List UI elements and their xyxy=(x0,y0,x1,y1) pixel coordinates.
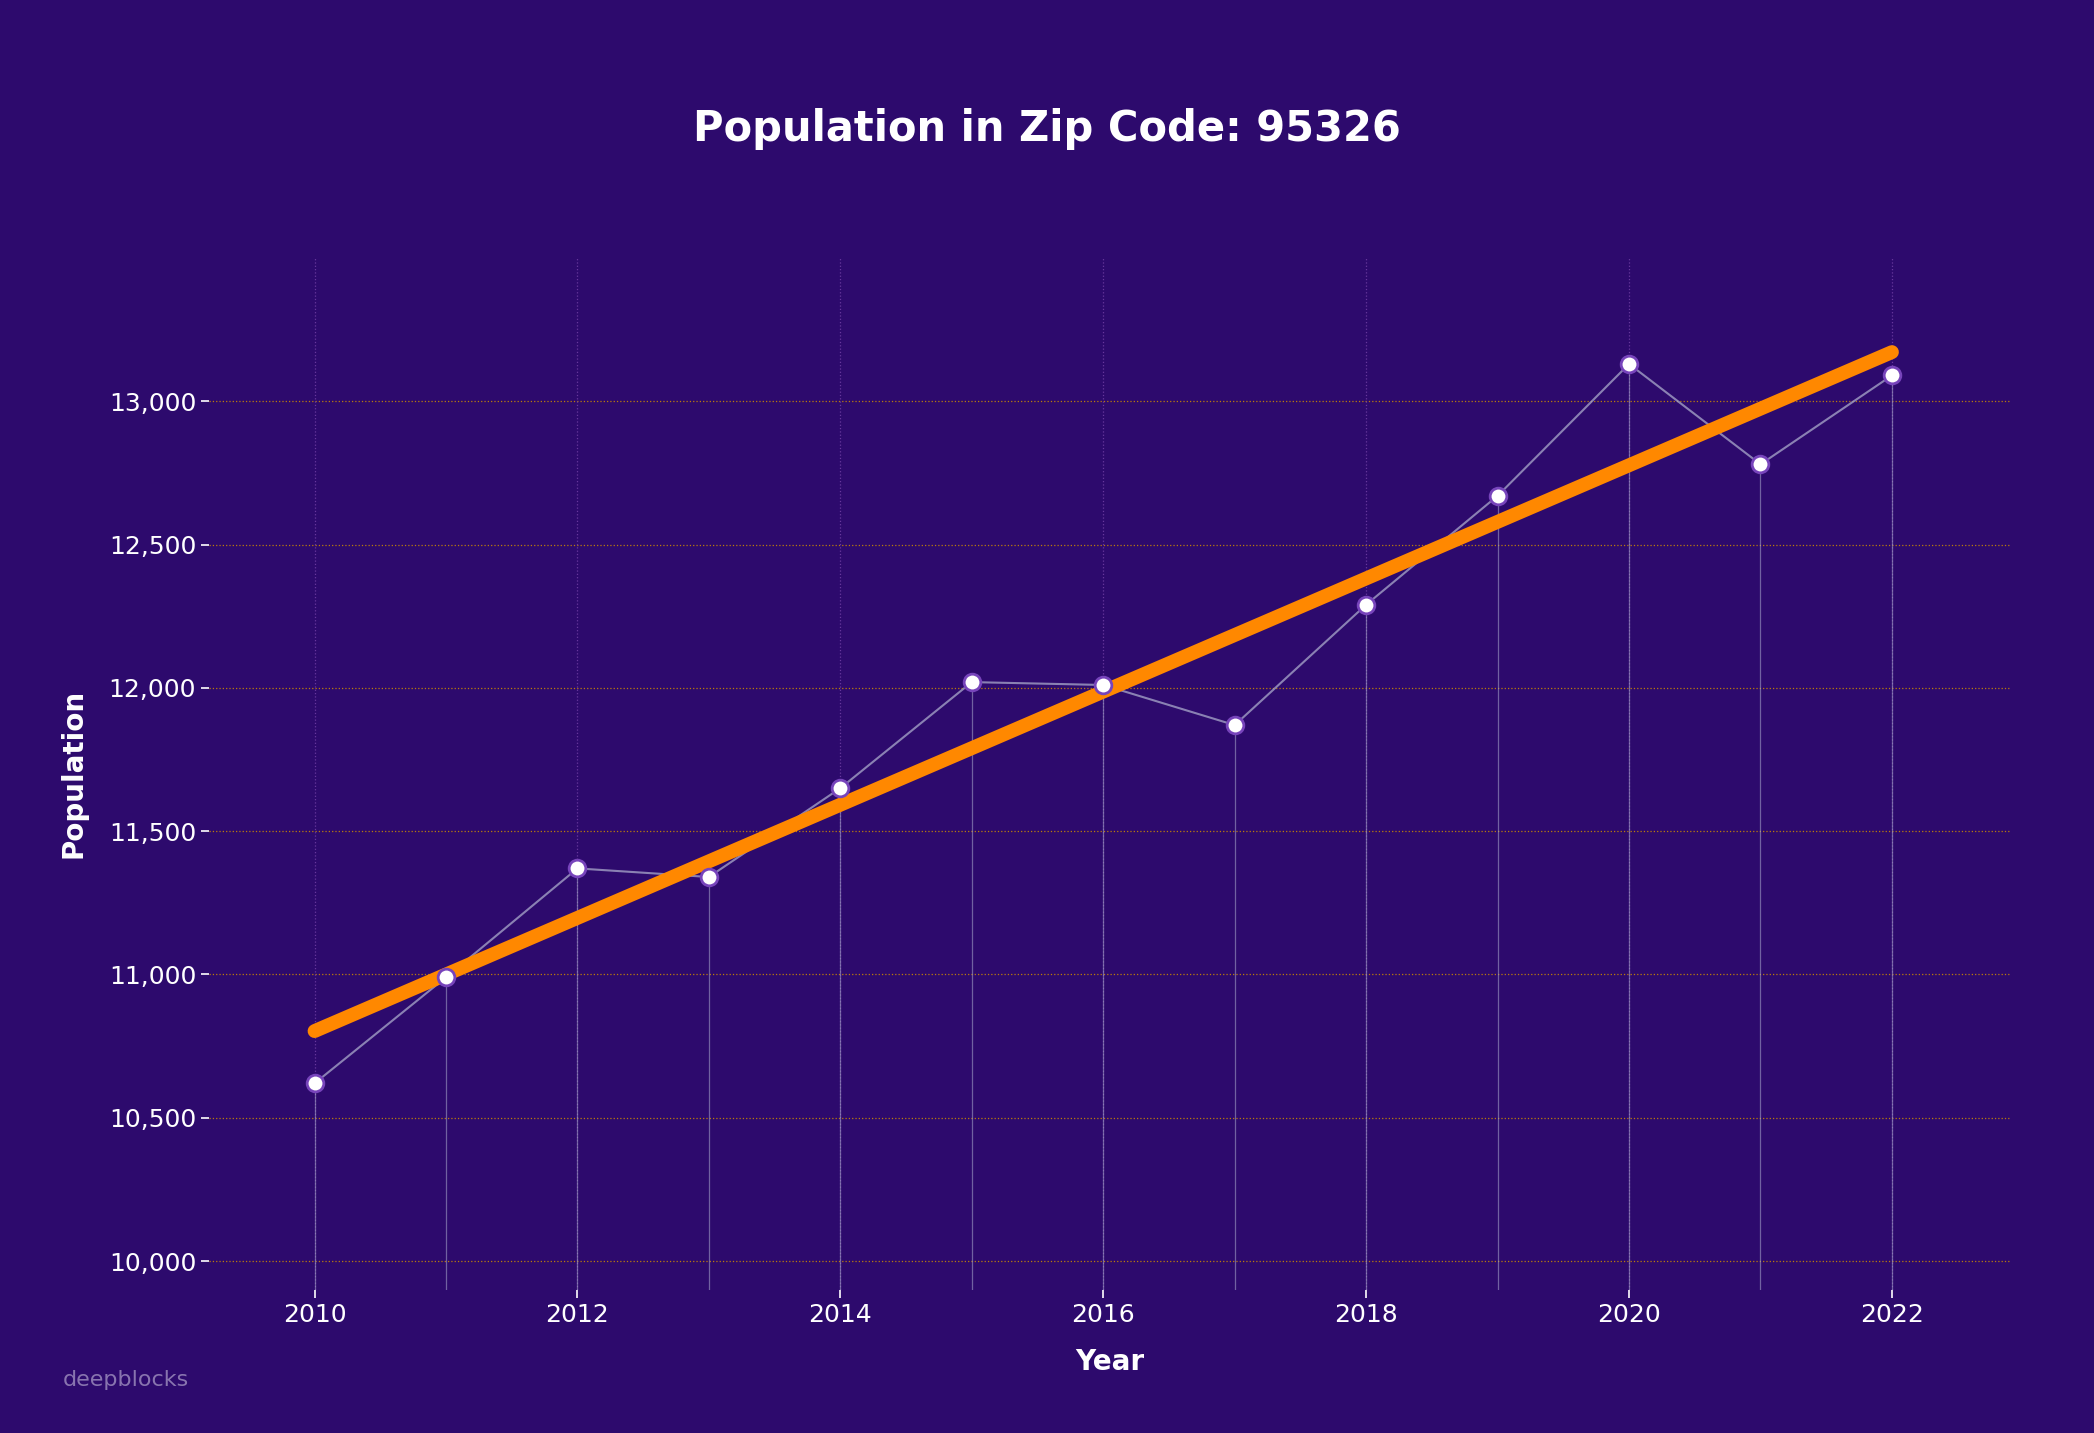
Y-axis label: Population: Population xyxy=(61,689,88,858)
Text: Population in Zip Code: 95326: Population in Zip Code: 95326 xyxy=(693,107,1401,150)
X-axis label: Year: Year xyxy=(1074,1347,1145,1376)
Text: deepblocks: deepblocks xyxy=(63,1370,188,1390)
